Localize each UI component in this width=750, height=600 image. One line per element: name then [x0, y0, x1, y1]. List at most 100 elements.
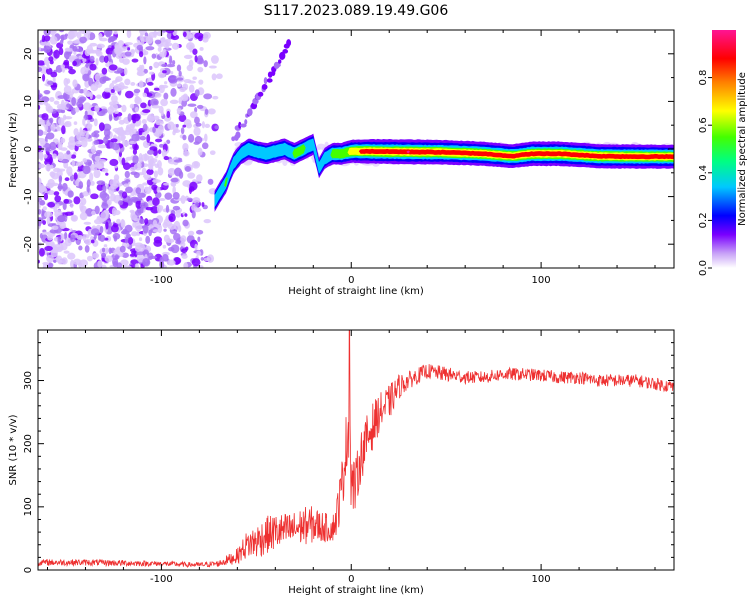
heatmap-noise-blob — [72, 258, 82, 265]
heatmap-noise-blob — [123, 67, 128, 76]
colorbar-tick-label: 0.8 — [698, 70, 709, 86]
heatmap-noise-blob — [183, 262, 189, 268]
heatmap-noise-blob — [127, 236, 134, 245]
heatmap-noise-blob — [60, 34, 65, 42]
heatmap-noise-blob — [155, 138, 163, 143]
heatmap-noise-blob — [138, 80, 144, 89]
heatmap-noise-blob — [84, 48, 91, 57]
heatmap-noise-blob — [107, 106, 114, 115]
heatmap-noise-blob — [210, 55, 219, 64]
heatmap-noise-blob — [182, 31, 187, 38]
heatmap-noise-blob — [101, 202, 109, 210]
heatmap-noise-blob — [63, 59, 70, 66]
heatmap-noise-blob — [124, 170, 130, 178]
heatmap-noise-blob — [192, 76, 197, 80]
heatmap-noise-blob — [59, 30, 65, 33]
heatmap-branch-blob — [235, 131, 241, 139]
heatmap-noise-blob — [82, 191, 89, 197]
heatmap-noise-blob — [136, 71, 146, 77]
heatmap-noise-blob — [53, 49, 60, 59]
heatmap-noise-blob — [38, 163, 46, 169]
heatmap-noise-blob — [57, 259, 63, 265]
heatmap-noise-blob — [150, 206, 160, 214]
heatmap-noise-blob — [105, 172, 109, 176]
heatmap-noise-blob — [61, 257, 68, 265]
heatmap-noise-blob — [64, 33, 68, 37]
heatmap-noise-blob — [144, 177, 152, 181]
heatmap-noise-blob — [182, 93, 189, 100]
heatmap-noise-blob — [57, 156, 64, 162]
heatmap-noise-blob — [86, 179, 91, 188]
heatmap-noise-blob — [203, 219, 212, 224]
heatmap-noise-blob — [136, 162, 142, 169]
heatmap-noise-blob — [116, 218, 121, 224]
heatmap-noise-blob — [71, 96, 77, 106]
heatmap-noise-blob — [142, 182, 149, 186]
heatmap-noise-blob — [70, 154, 77, 159]
heatmap-noise-blob — [133, 144, 139, 151]
heatmap-noise-blob — [207, 108, 216, 115]
heatmap-noise-blob — [53, 259, 57, 263]
colorbar-tick-label: 0.2 — [698, 212, 709, 228]
heatmap-noise-blob — [57, 236, 61, 245]
heatmap-noise-blob — [60, 99, 65, 108]
heatmap-noise-blob — [207, 178, 214, 185]
heatmap-noise-blob — [96, 180, 106, 186]
heatmap-noise-blob — [78, 136, 87, 142]
heatmap-noise-blob — [60, 64, 65, 69]
heatmap-noise-blob — [93, 169, 101, 179]
heatmap-noise-blob — [141, 167, 147, 176]
heatmap-noise-blob — [197, 147, 203, 156]
heatmap-noise-blob — [50, 248, 58, 258]
heatmap-noise-blob — [103, 136, 108, 145]
heatmap-noise-blob — [124, 90, 134, 99]
heatmap-noise-blob — [38, 246, 41, 250]
heatmap-noise-blob — [187, 103, 197, 107]
heatmap-noise-blob — [92, 252, 99, 259]
heatmap-branch-blob — [278, 59, 282, 64]
heatmap-noise-blob — [86, 255, 93, 262]
heatmap-noise-blob — [151, 53, 157, 59]
heatmap-noise-blob — [187, 80, 196, 84]
heatmap-noise-blob — [176, 83, 182, 87]
heatmap-noise-blob — [191, 258, 201, 267]
heatmap-noise-blob — [117, 40, 125, 47]
heatmap-noise-blob — [60, 233, 65, 240]
heatmap-noise-blob — [139, 218, 146, 225]
heatmap-noise-blob — [165, 238, 175, 243]
colorbar-tick-label: 0.4 — [698, 165, 709, 181]
heatmap-noise-blob — [131, 128, 138, 134]
heatmap-noise-blob — [134, 96, 142, 105]
heatmap-noise-blob — [55, 203, 60, 209]
heatmap-noise-blob — [154, 92, 162, 98]
heatmap-noise-blob — [157, 149, 162, 155]
heatmap-noise-blob — [74, 106, 80, 113]
snr-ticks: -100 0 100 0 100 200 300 — [23, 329, 674, 585]
heatmap-noise-blob — [101, 67, 108, 75]
heatmap-noise-blob — [82, 158, 88, 163]
heatmap-noise-blob — [181, 99, 188, 107]
heatmap-noise-blob — [114, 110, 119, 114]
heatmap-noise-blob — [194, 135, 203, 144]
colorbar-tick-label: 0.0 — [698, 260, 709, 276]
heatmap-noise-blob — [159, 143, 164, 148]
heatmap-noise-blob — [113, 30, 118, 35]
heatmap-noise-blob — [122, 58, 130, 65]
heatmap-noise-blob — [214, 125, 219, 130]
heatmap-noise-blob — [149, 71, 155, 75]
heatmap-noise-blob — [114, 78, 120, 83]
heatmap-noise-blob — [182, 142, 189, 152]
heatmap-noise-blob — [111, 45, 115, 50]
heatmap-noise-blob — [135, 209, 142, 216]
heatmap-noise-blob — [163, 182, 170, 186]
heatmap-noise-blob — [49, 190, 55, 194]
heatmap-noise-blob — [105, 221, 109, 230]
heatmap-noise-blob — [164, 192, 173, 200]
heatmap-noise-blob — [110, 95, 118, 103]
heatmap-noise-blob — [119, 245, 126, 253]
heatmap-noise-blob — [131, 133, 140, 142]
heatmap-noise-blob — [173, 159, 183, 163]
heatmap-noise-blob — [71, 215, 77, 221]
heatmap-noise-blob — [166, 63, 176, 68]
heatmap-noise-blob — [142, 92, 148, 98]
